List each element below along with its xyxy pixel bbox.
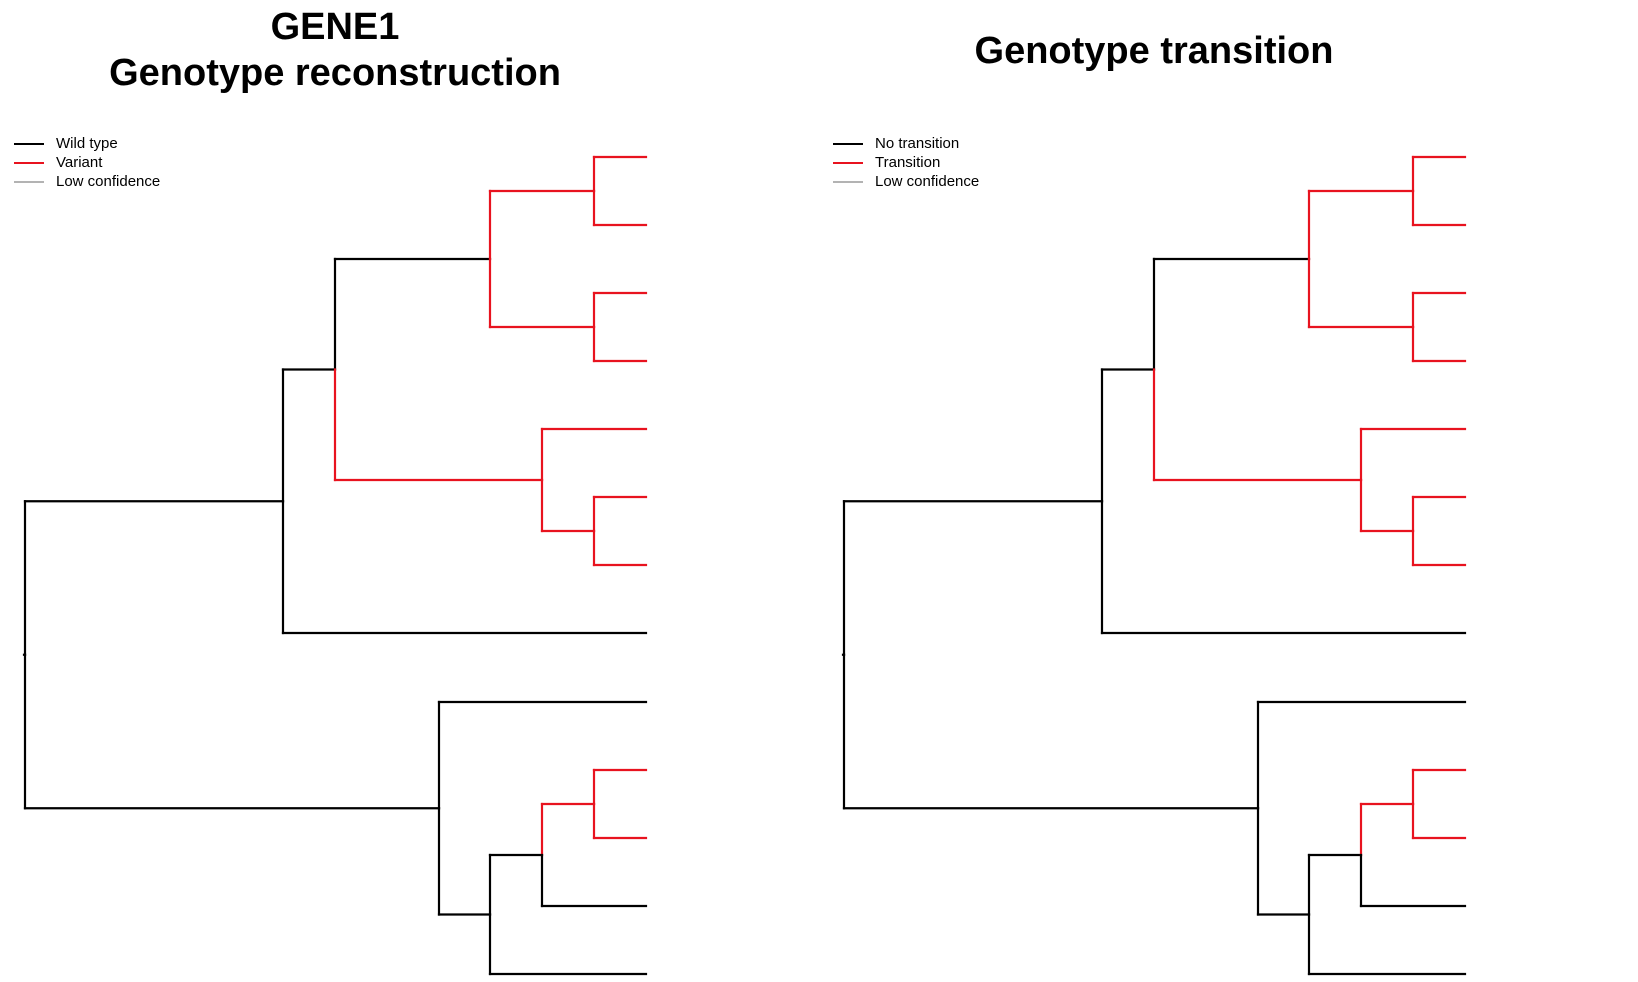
panel-title: GENE1 Genotype reconstruction: [0, 4, 670, 96]
phylogenetic-tree: [22, 155, 648, 976]
legend-swatch: [14, 162, 44, 164]
legend-label: Low confidence: [56, 173, 161, 190]
title-subtitle: Genotype reconstruction: [109, 52, 561, 94]
panel-title: Genotype transition: [819, 28, 1489, 74]
legend-swatch: [833, 181, 863, 183]
legend-swatch: [833, 143, 863, 145]
genotype-transition-panel: Genotype transition No transition Transi…: [819, 0, 1638, 982]
genotype-reconstruction-panel: GENE1 Genotype reconstruction Wild type …: [0, 4, 670, 976]
legend-swatch: [14, 181, 44, 183]
legend-swatch: [833, 162, 863, 164]
legend-label: Wild type: [56, 135, 118, 152]
gene-name: GENE1: [270, 6, 400, 48]
legend-label: Variant: [56, 154, 103, 171]
title-line: Genotype transition: [974, 30, 1334, 72]
legend-label: Low confidence: [875, 173, 980, 190]
legend-label: Transition: [875, 154, 941, 171]
legend-label: No transition: [875, 135, 960, 152]
phylogenetic-tree: [841, 155, 1467, 976]
legend-swatch: [14, 143, 44, 145]
